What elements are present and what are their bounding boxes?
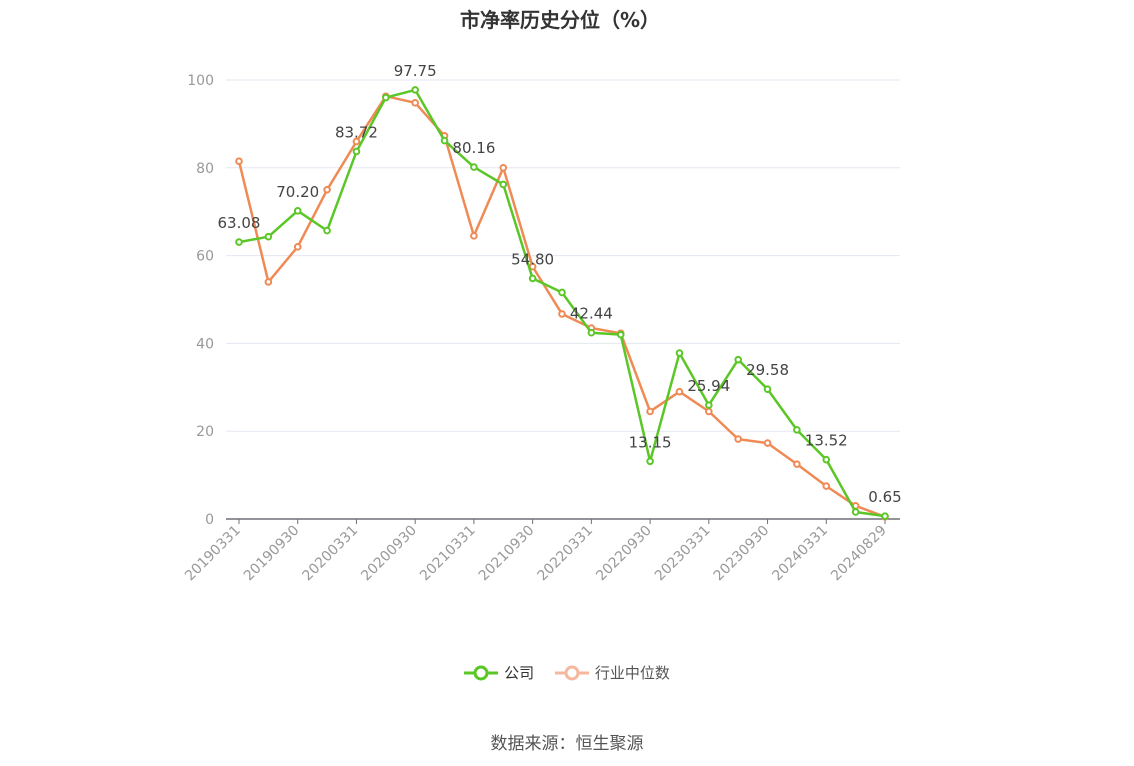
legend-label-industry-median: 行业中位数: [594, 664, 670, 682]
x-tick-label: 20230331: [652, 523, 714, 585]
x-tick-label: 20210331: [417, 523, 479, 585]
x-tick-label: 20200331: [300, 523, 362, 585]
legend-item-company[interactable]: 公司: [464, 662, 534, 683]
data-point-company: [646, 457, 654, 466]
data-point-industry-median: [734, 435, 742, 443]
data-point-company: [411, 86, 419, 94]
data-label: 54.80: [511, 250, 554, 268]
y-tick-label: 100: [187, 73, 214, 89]
data-point-industry-median: [675, 387, 684, 396]
data-point-company: [352, 147, 361, 156]
data-point-company: [705, 401, 713, 409]
y-tick-label: 60: [196, 249, 214, 265]
source-note: 数据来源：恒生聚源: [490, 734, 644, 754]
legend: 公司 行业中位数: [0, 662, 1134, 685]
data-point-company: [851, 508, 860, 516]
data-label: 80.16: [452, 139, 495, 157]
x-tick-label: 20240331: [769, 523, 831, 585]
data-point-company: [793, 426, 801, 434]
data-point-company: [675, 349, 684, 357]
data-point-industry-median: [264, 278, 273, 286]
data-point-industry-median: [822, 482, 831, 490]
data-point-company: [382, 93, 390, 102]
data-point-company: [528, 274, 537, 283]
data-point-industry-median: [793, 460, 801, 468]
data-label: 25.94: [687, 377, 730, 395]
data-point-industry-median: [235, 157, 243, 166]
x-tick-label: 20200930: [358, 523, 420, 585]
x-tick-label: 20210930: [476, 523, 538, 585]
y-tick-label: 80: [196, 161, 214, 177]
data-label: 42.44: [570, 305, 613, 323]
data-point-industry-median: [352, 137, 361, 146]
data-point-company: [881, 512, 889, 520]
data-point-company: [323, 226, 331, 235]
x-tick-label: 20240829: [828, 523, 890, 585]
data-point-company: [470, 163, 478, 171]
data-label: 70.20: [276, 183, 319, 201]
y-tick-label: 20: [196, 424, 214, 440]
data-point-company: [734, 355, 742, 364]
data-point-industry-median: [558, 310, 566, 318]
data-point-company: [587, 328, 596, 337]
data-point-company: [616, 330, 625, 339]
data-point-industry-median: [763, 439, 772, 447]
x-tick-label: 20190930: [241, 523, 303, 585]
data-label: 13.52: [805, 432, 848, 450]
data-label: 29.58: [746, 361, 789, 379]
data-label: 83.72: [335, 123, 378, 141]
legend-label-company: 公司: [504, 664, 535, 682]
data-point-company: [822, 455, 831, 464]
series-line-industry-median: [237, 94, 886, 518]
data-point-company: [293, 207, 302, 215]
legend-company-icon: [464, 665, 499, 680]
data-label: 0.65: [868, 488, 901, 506]
data-point-company: [264, 232, 273, 241]
data-point-company: [499, 180, 508, 189]
y-tick-label: 0: [205, 512, 214, 528]
chart-title: 市净率历史分位（%）: [459, 8, 661, 32]
data-point-industry-median: [323, 185, 331, 194]
legend-item-industry-median[interactable]: 行业中位数: [554, 662, 670, 683]
y-tick-label: 40: [196, 336, 214, 352]
data-point-industry-median: [293, 243, 302, 251]
data-label: 97.75: [394, 62, 437, 80]
data-point-industry-median: [411, 99, 419, 107]
data-point-company: [558, 288, 566, 297]
x-tick-label: 20230930: [711, 523, 773, 585]
data-point-industry-median: [470, 232, 478, 240]
x-tick-label: 20220331: [534, 523, 596, 585]
data-point-industry-median: [705, 407, 713, 416]
data-point-industry-median: [499, 164, 508, 172]
data-point-industry-median: [646, 407, 654, 416]
data-point-company: [440, 136, 449, 145]
data-label: 13.15: [629, 433, 672, 451]
data-label: 63.08: [218, 214, 261, 232]
data-point-company: [763, 385, 772, 393]
legend-industry-icon: [554, 665, 589, 680]
series-line-company: [238, 88, 886, 518]
data-point-company: [235, 238, 243, 246]
x-tick-label: 20190331: [182, 523, 244, 585]
x-tick-label: 20220930: [593, 523, 655, 585]
